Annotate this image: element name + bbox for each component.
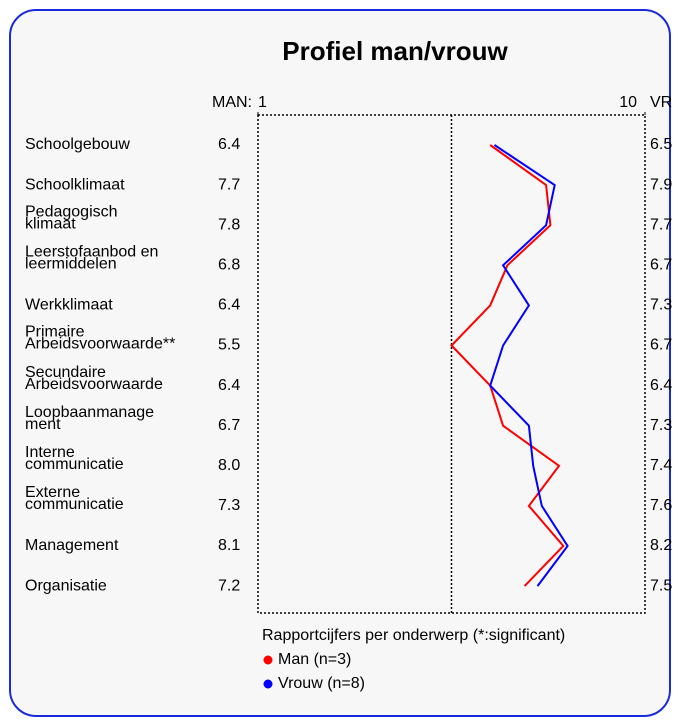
value-label: 7.3 — [650, 297, 672, 314]
category-label: ment — [25, 416, 61, 433]
profile-line — [489, 144, 569, 587]
value-label: 8.2 — [650, 537, 672, 554]
value-label: 7.7 — [218, 176, 240, 193]
value-label: 7.3 — [650, 417, 672, 434]
value-label: 7.4 — [650, 457, 672, 474]
category-label: Schoolklimaat — [25, 176, 125, 193]
category-label: Arbeidsvoorwaarde** — [25, 336, 175, 353]
left-header: MAN: — [212, 94, 252, 111]
value-label: 7.3 — [218, 497, 240, 514]
category-label: Interne — [25, 444, 75, 461]
category-label: klimaat — [25, 215, 76, 232]
category-label: Schoolgebouw — [25, 136, 130, 153]
value-label: 6.4 — [218, 297, 240, 314]
value-label: 7.9 — [650, 176, 672, 193]
panel — [9, 9, 671, 717]
legend-label: Vrouw (n=8) — [278, 675, 365, 692]
category-label: Organisatie — [25, 577, 107, 594]
x-tick-label: 1 — [258, 94, 267, 111]
value-label: 7.5 — [650, 577, 672, 594]
profile-line — [450, 144, 565, 587]
category-label: communicatie — [25, 496, 124, 513]
value-label: 6.8 — [218, 257, 240, 274]
category-label: communicatie — [25, 456, 124, 473]
right-header: VR — [650, 94, 672, 111]
x-tick-label: 10 — [619, 94, 637, 111]
category-label: Pedagogisch — [25, 203, 118, 220]
legend-marker — [263, 679, 273, 689]
subtitle: Rapportcijfers per onderwerp (*:signific… — [262, 627, 565, 644]
value-label: 8.1 — [218, 537, 240, 554]
category-label: Loopbaanmanage — [25, 404, 154, 421]
category-label: Primaire — [25, 324, 85, 341]
value-label: 6.4 — [650, 377, 672, 394]
chart-title: Profiel man/vrouw — [282, 36, 508, 66]
value-label: 5.5 — [218, 337, 240, 354]
value-label: 6.4 — [218, 377, 240, 394]
legend-label: Man (n=3) — [278, 651, 351, 668]
category-label: Secundaire — [25, 364, 106, 381]
category-label: Management — [25, 537, 119, 554]
legend-marker — [263, 655, 273, 665]
category-label: leermiddelen — [25, 256, 117, 273]
value-label: 6.7 — [218, 417, 240, 434]
value-label: 6.7 — [650, 257, 672, 274]
category-label: Arbeidsvoorwaarde — [25, 376, 163, 393]
value-label: 6.4 — [218, 136, 240, 153]
value-label: 6.7 — [650, 337, 672, 354]
value-label: 6.5 — [650, 136, 672, 153]
category-label: Werkklimaat — [25, 297, 113, 314]
value-label: 7.6 — [650, 497, 672, 514]
value-label: 7.8 — [218, 216, 240, 233]
category-label: Leerstofaanbod en — [25, 244, 158, 261]
value-label: 8.0 — [218, 457, 240, 474]
value-label: 7.7 — [650, 216, 672, 233]
category-label: Externe — [25, 484, 80, 501]
value-label: 7.2 — [218, 577, 240, 594]
